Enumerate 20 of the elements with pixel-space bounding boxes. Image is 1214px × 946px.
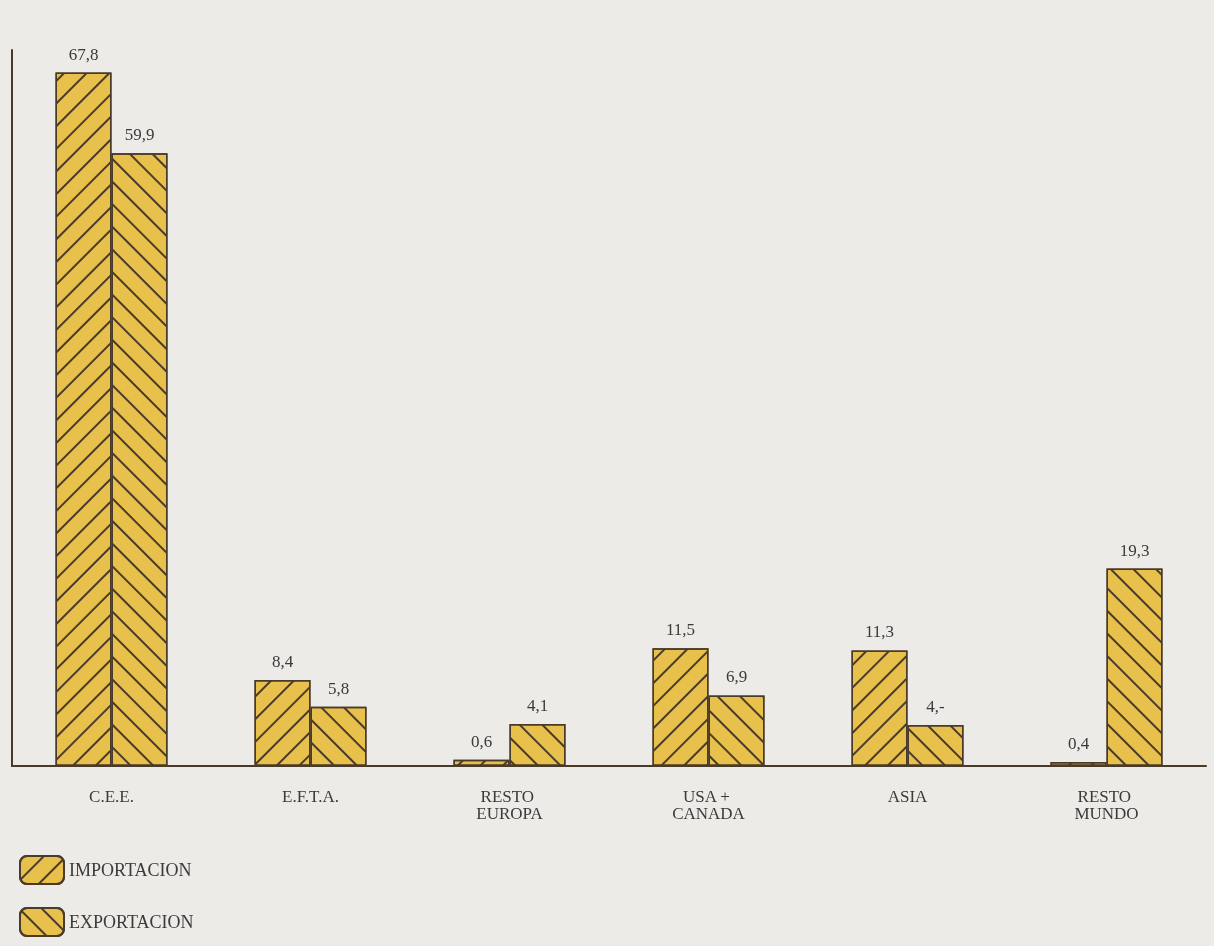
legend-label: EXPORTACION (69, 912, 194, 932)
data-label: 59,9 (124, 125, 155, 145)
data-label: 8,4 (271, 652, 294, 672)
data-label: 0,4 (1067, 733, 1090, 753)
legend-label: IMPORTACION (69, 860, 192, 880)
data-label: 11,5 (665, 620, 696, 640)
data-label: 4,1 (526, 696, 549, 716)
data-label: 11,3 (864, 622, 895, 642)
data-label: 4,- (926, 697, 946, 717)
x-tick-label: ASIA (887, 787, 929, 806)
data-label: 6,9 (725, 667, 748, 687)
data-label: 5,8 (327, 678, 350, 698)
data-label: 19,3 (1119, 540, 1150, 560)
x-tick-label: RESTO EUROPA (476, 787, 544, 823)
x-tick-label: C.E.E. (89, 787, 134, 806)
x-tick-label: RESTO MUNDO (1074, 787, 1139, 823)
x-tick-label: USA + CANADA (672, 787, 746, 823)
data-label: 67,8 (68, 44, 99, 64)
x-tick-label: E.F.T.A. (282, 787, 339, 806)
data-label: 0,6 (470, 731, 493, 751)
